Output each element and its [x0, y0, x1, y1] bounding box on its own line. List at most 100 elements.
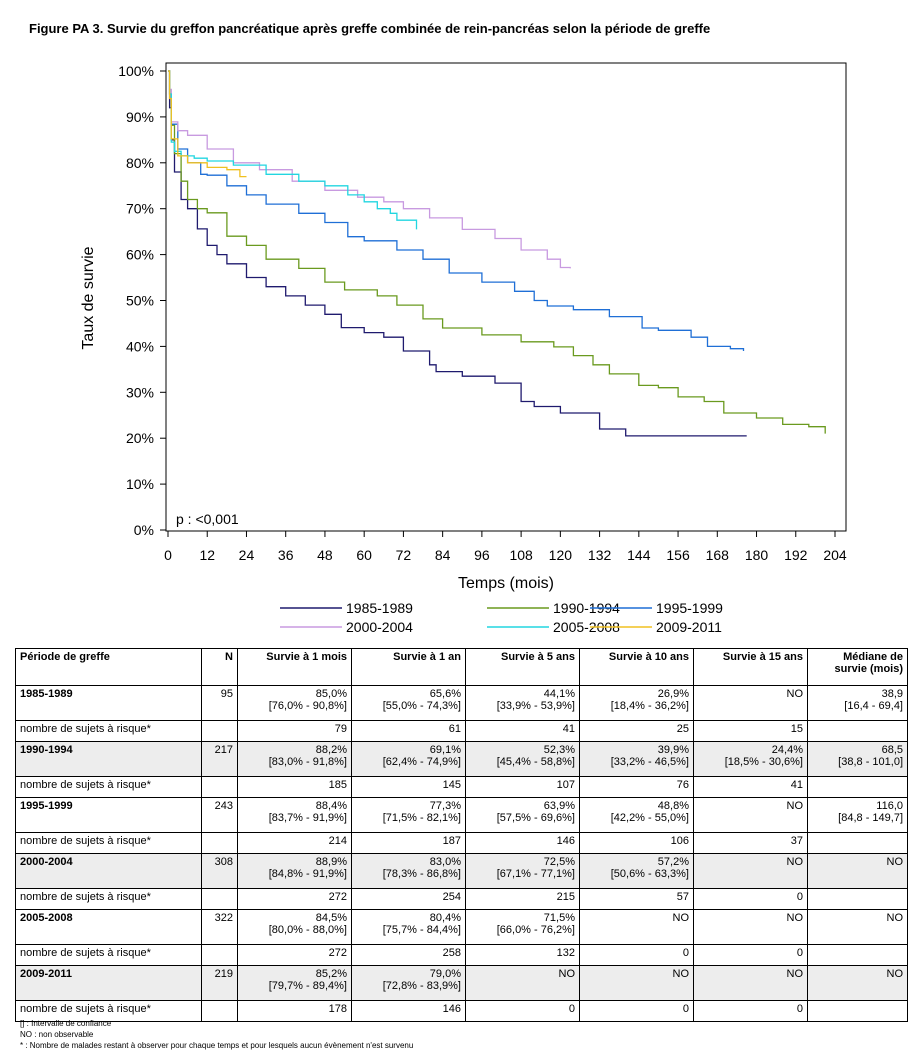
survival-cell: NO: [465, 965, 580, 1001]
survival-cell: 57,2% [50,6% - 63,3%]: [579, 853, 694, 889]
survival-cell: 26,9% [18,4% - 36,2%]: [579, 685, 694, 721]
risk-count-cell: [807, 776, 908, 798]
risk-empty-cell: [201, 832, 238, 854]
x-tick-label: 36: [278, 547, 294, 563]
survival-cell: NO: [807, 853, 908, 889]
survival-cell: 44,1% [33,9% - 53,9%]: [465, 685, 580, 721]
x-tick-label: 132: [588, 547, 612, 563]
legend: 1985-1989 1990-1994 1995-1999 2000-2004 2005…: [280, 600, 723, 635]
x-tick-label: 0: [164, 547, 172, 563]
survival-cell: NO: [693, 853, 808, 889]
risk-count-cell: [807, 832, 908, 854]
x-tick-label: 24: [239, 547, 255, 563]
survival-cell: 88,9% [84,8% - 91,9%]: [237, 853, 352, 889]
survival-cell: 88,4% [83,7% - 91,9%]: [237, 797, 352, 833]
survival-cell: NO: [693, 797, 808, 833]
table-header-cell: Survie à 5 ans: [465, 648, 580, 686]
risk-count-cell: 146: [351, 1000, 466, 1022]
period-cell: 1990-1994: [15, 741, 202, 777]
risk-count-cell: 145: [351, 776, 466, 798]
risk-count-cell: 187: [351, 832, 466, 854]
table-row: 1995-1999 243 88,4% [83,7% - 91,9%] 77,3% [71…: [15, 797, 908, 833]
table-header-cell: Survie à 1 an: [351, 648, 466, 686]
n-cell: 217: [201, 741, 238, 777]
risk-count-cell: 0: [465, 1000, 580, 1022]
table-body: 1985-1989 95 85,0% [76,0% - 90,8%] 65,6% [55,…: [15, 685, 908, 1022]
legend-label: 1985-1989: [346, 600, 413, 616]
series-line-1990-1994: [168, 70, 826, 434]
y-tick-label: 90%: [126, 109, 154, 125]
risk-row: nombre de sujets à risque* 214 187 146 106 37: [15, 832, 908, 854]
risk-count-cell: 79: [237, 720, 352, 742]
risk-count-cell: 146: [465, 832, 580, 854]
x-axis-title: Temps (mois): [458, 575, 554, 592]
risk-count-cell: 61: [351, 720, 466, 742]
period-cell: 1995-1999: [15, 797, 202, 833]
x-tick-label: 72: [396, 547, 412, 563]
survival-cell: 24,4% [18,5% - 30,6%]: [693, 741, 808, 777]
survival-cell: NO: [693, 965, 808, 1001]
x-tick-label: 204: [823, 547, 847, 563]
y-axis-title: Taux de survie: [80, 246, 97, 349]
table-row: 2005-2008 322 84,5% [80,0% - 88,0%] 80,4% [75…: [15, 909, 908, 945]
legend-label: 2005-2008: [553, 619, 620, 635]
risk-count-cell: 178: [237, 1000, 352, 1022]
risk-row: nombre de sujets à risque* 185 145 107 76 41: [15, 776, 908, 798]
survival-cell: NO: [693, 909, 808, 945]
series-line-2009-2011: [168, 70, 247, 178]
table-header-row: Période de greffe N Survie à 1 mois Survie …: [15, 648, 908, 686]
risk-count-cell: 41: [693, 776, 808, 798]
survival-cell: NO: [693, 685, 808, 721]
risk-count-cell: 41: [465, 720, 580, 742]
series-line-2000-2004: [168, 70, 571, 269]
table-notes: [] : Intervalle de confiance NO : non ob…: [20, 1018, 413, 1051]
x-axis: 0 12 24 36 48 60 72 84 96 108 120 132 144 156 168 180 19…: [164, 531, 847, 563]
risk-row: nombre de sujets à risque* 178 146 0 0 0: [15, 1000, 908, 1022]
risk-count-cell: [807, 1000, 908, 1022]
survival-cell: 52,3% [45,4% - 58,8%]: [465, 741, 580, 777]
legend-label: 2000-2004: [346, 619, 413, 635]
risk-label-cell: nombre de sujets à risque*: [15, 888, 202, 910]
risk-count-cell: 215: [465, 888, 580, 910]
risk-count-cell: 0: [693, 888, 808, 910]
table-header-cell: Survie à 1 mois: [237, 648, 352, 686]
risk-row: nombre de sujets à risque* 272 258 132 0 0: [15, 944, 908, 966]
table-row: 2009-2011 219 85,2% [79,7% - 89,4%] 79,0% [72…: [15, 965, 908, 1001]
x-tick-label: 84: [435, 547, 451, 563]
period-cell: 2000-2004: [15, 853, 202, 889]
table-header-cell: Survie à 15 ans: [693, 648, 808, 686]
risk-count-cell: 272: [237, 944, 352, 966]
survival-table-container: Période de greffe N Survie à 1 mois Survie …: [15, 648, 908, 1022]
risk-count-cell: 25: [579, 720, 694, 742]
table-header-cell: Survie à 10 ans: [579, 648, 694, 686]
risk-count-cell: 76: [579, 776, 694, 798]
survival-cell: 77,3% [71,5% - 82,1%]: [351, 797, 466, 833]
risk-count-cell: [807, 720, 908, 742]
risk-count-cell: 57: [579, 888, 694, 910]
risk-count-cell: 107: [465, 776, 580, 798]
risk-count-cell: 254: [351, 888, 466, 910]
series-line-2005-2008: [168, 70, 418, 230]
y-tick-label: 60%: [126, 247, 154, 263]
n-cell: 308: [201, 853, 238, 889]
series-line-1995-1999: [168, 70, 745, 351]
risk-count-cell: 106: [579, 832, 694, 854]
risk-empty-cell: [201, 776, 238, 798]
risk-count-cell: 0: [579, 944, 694, 966]
risk-count-cell: [807, 888, 908, 910]
survival-table: Période de greffe N Survie à 1 mois Survie …: [15, 648, 908, 1022]
risk-label-cell: nombre de sujets à risque*: [15, 1000, 202, 1022]
n-cell: 322: [201, 909, 238, 945]
p-value-annotation: p : <0,001: [176, 511, 239, 527]
x-tick-label: 192: [784, 547, 808, 563]
note-subjects-at-risk: * : Nombre de malades restant à observer…: [20, 1041, 414, 1050]
survival-cell: 116,0 [84,8 - 149,7]: [807, 797, 908, 833]
survival-cell: 80,4% [75,7% - 84,4%]: [351, 909, 466, 945]
y-tick-label: 0%: [134, 522, 154, 538]
table-row: 2000-2004 308 88,9% [84,8% - 91,9%] 83,0% [78…: [15, 853, 908, 889]
risk-count-cell: 185: [237, 776, 352, 798]
survival-cell: NO: [579, 909, 694, 945]
y-tick-label: 50%: [126, 293, 154, 309]
y-tick-label: 100%: [118, 63, 154, 79]
period-cell: 1985-1989: [15, 685, 202, 721]
